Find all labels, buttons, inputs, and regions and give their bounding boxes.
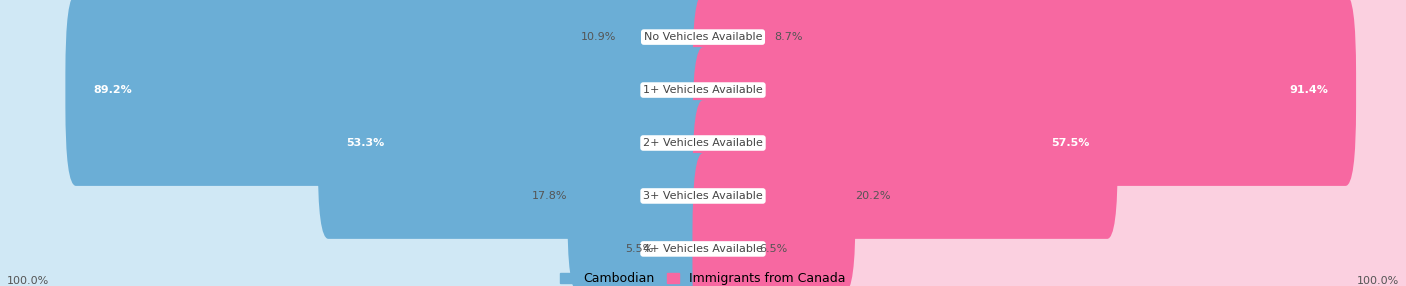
FancyBboxPatch shape: [0, 0, 714, 133]
FancyBboxPatch shape: [693, 0, 775, 133]
Text: 8.7%: 8.7%: [775, 32, 803, 42]
Text: 20.2%: 20.2%: [855, 191, 891, 201]
FancyBboxPatch shape: [0, 223, 1406, 275]
FancyBboxPatch shape: [0, 153, 714, 286]
FancyBboxPatch shape: [65, 0, 714, 186]
FancyBboxPatch shape: [693, 47, 1406, 239]
FancyBboxPatch shape: [693, 153, 759, 286]
FancyBboxPatch shape: [693, 153, 1406, 286]
FancyBboxPatch shape: [693, 47, 1118, 239]
Text: 6.5%: 6.5%: [759, 244, 787, 254]
Text: 89.2%: 89.2%: [93, 85, 132, 95]
FancyBboxPatch shape: [0, 63, 1406, 116]
FancyBboxPatch shape: [693, 0, 1355, 186]
FancyBboxPatch shape: [693, 100, 855, 286]
Text: 17.8%: 17.8%: [531, 191, 568, 201]
Text: 1+ Vehicles Available: 1+ Vehicles Available: [643, 85, 763, 95]
FancyBboxPatch shape: [0, 116, 1406, 170]
Text: 91.4%: 91.4%: [1289, 85, 1329, 95]
Text: 100.0%: 100.0%: [7, 276, 49, 286]
FancyBboxPatch shape: [0, 47, 714, 239]
FancyBboxPatch shape: [0, 100, 714, 286]
FancyBboxPatch shape: [654, 153, 714, 286]
Text: 57.5%: 57.5%: [1052, 138, 1090, 148]
FancyBboxPatch shape: [693, 0, 1406, 133]
FancyBboxPatch shape: [0, 170, 1406, 223]
Text: 3+ Vehicles Available: 3+ Vehicles Available: [643, 191, 763, 201]
FancyBboxPatch shape: [693, 0, 1406, 186]
FancyBboxPatch shape: [693, 100, 1406, 286]
Text: 100.0%: 100.0%: [1357, 276, 1399, 286]
Text: 5.5%: 5.5%: [626, 244, 654, 254]
Text: No Vehicles Available: No Vehicles Available: [644, 32, 762, 42]
FancyBboxPatch shape: [0, 0, 714, 186]
Text: 2+ Vehicles Available: 2+ Vehicles Available: [643, 138, 763, 148]
Text: 4+ Vehicles Available: 4+ Vehicles Available: [643, 244, 763, 254]
FancyBboxPatch shape: [318, 47, 714, 239]
FancyBboxPatch shape: [0, 11, 1406, 63]
FancyBboxPatch shape: [616, 0, 714, 133]
Legend: Cambodian, Immigrants from Canada: Cambodian, Immigrants from Canada: [561, 273, 845, 285]
Text: 10.9%: 10.9%: [581, 32, 616, 42]
FancyBboxPatch shape: [568, 100, 714, 286]
Text: 53.3%: 53.3%: [346, 138, 384, 148]
